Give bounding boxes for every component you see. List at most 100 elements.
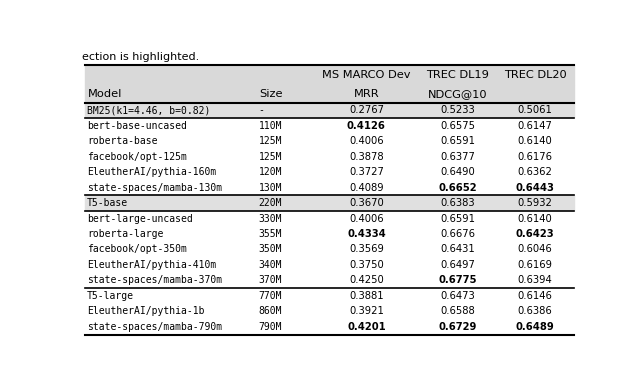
Text: 0.6497: 0.6497 [440,260,476,270]
Text: 0.6676: 0.6676 [440,229,476,239]
Text: 0.4126: 0.4126 [347,121,386,131]
Bar [85,195,573,211]
Text: bert-large-uncased: bert-large-uncased [87,214,193,224]
Bar [85,149,573,164]
Text: 0.6394: 0.6394 [518,275,552,285]
Bar [85,257,573,273]
Text: 0.6729: 0.6729 [438,322,477,332]
Text: 0.6140: 0.6140 [518,136,552,146]
Text: state-spaces/mamba-790m: state-spaces/mamba-790m [87,322,222,332]
Text: 0.4006: 0.4006 [349,214,384,224]
Text: 340M: 340M [259,260,282,270]
Text: NDCG@10: NDCG@10 [428,89,488,99]
Text: TREC DL19: TREC DL19 [426,70,489,80]
Text: roberta-base: roberta-base [87,136,157,146]
Text: ection is highlighted.: ection is highlighted. [83,52,200,62]
Text: Size: Size [259,89,282,99]
Bar [85,134,573,149]
Text: 0.6588: 0.6588 [440,306,475,316]
Text: TREC DL20: TREC DL20 [504,70,566,80]
Text: 0.3921: 0.3921 [349,306,384,316]
Text: roberta-large: roberta-large [87,229,163,239]
Text: facebook/opt-125m: facebook/opt-125m [87,152,187,162]
Text: 130M: 130M [259,183,282,193]
Bar [85,65,573,85]
Text: 0.3878: 0.3878 [349,152,384,162]
Text: 0.6490: 0.6490 [440,167,475,177]
Text: 125M: 125M [259,136,282,146]
Text: BM25(k1=4.46, b=0.82): BM25(k1=4.46, b=0.82) [87,105,211,115]
Text: 355M: 355M [259,229,282,239]
Text: 0.6147: 0.6147 [518,121,552,131]
Text: T5-base: T5-base [87,198,128,208]
Bar [85,211,573,226]
Bar [85,304,573,319]
Text: facebook/opt-350m: facebook/opt-350m [87,244,187,254]
Text: 350M: 350M [259,244,282,254]
Text: 860M: 860M [259,306,282,316]
Text: 0.6591: 0.6591 [440,214,476,224]
Text: 110M: 110M [259,121,282,131]
Text: EleutherAI/pythia-410m: EleutherAI/pythia-410m [87,260,216,270]
Bar [85,226,573,242]
Text: 0.3569: 0.3569 [349,244,384,254]
Text: 0.6386: 0.6386 [518,306,552,316]
Text: 770M: 770M [259,291,282,301]
Text: 0.3881: 0.3881 [349,291,384,301]
Text: Model: Model [88,89,122,99]
Bar [85,319,573,334]
Text: 0.6383: 0.6383 [440,198,475,208]
Bar [85,180,573,195]
Text: 0.6146: 0.6146 [518,291,552,301]
Text: state-spaces/mamba-370m: state-spaces/mamba-370m [87,275,222,285]
Text: -: - [259,105,264,115]
Bar [85,85,573,103]
Text: 0.2767: 0.2767 [349,105,384,115]
Text: T5-large: T5-large [87,291,134,301]
Text: 0.6377: 0.6377 [440,152,476,162]
Text: 790M: 790M [259,322,282,332]
Text: 0.6489: 0.6489 [516,322,554,332]
Text: 0.3750: 0.3750 [349,260,384,270]
Bar [85,118,573,134]
Bar [85,164,573,180]
Text: 0.5932: 0.5932 [518,198,552,208]
Text: 0.6140: 0.6140 [518,214,552,224]
Text: 0.4089: 0.4089 [349,183,384,193]
Text: 0.6591: 0.6591 [440,136,476,146]
Text: 0.6423: 0.6423 [516,229,554,239]
Text: bert-base-uncased: bert-base-uncased [87,121,187,131]
Text: 330M: 330M [259,214,282,224]
Text: MS MARCO Dev: MS MARCO Dev [322,70,411,80]
Text: 0.4250: 0.4250 [349,275,384,285]
Text: 0.6176: 0.6176 [518,152,552,162]
Text: 0.6362: 0.6362 [518,167,552,177]
Text: 0.6431: 0.6431 [440,244,475,254]
Text: 0.4201: 0.4201 [347,322,386,332]
Text: 0.4334: 0.4334 [347,229,386,239]
Text: MRR: MRR [353,89,379,99]
Text: 0.6575: 0.6575 [440,121,476,131]
Text: 0.4006: 0.4006 [349,136,384,146]
Text: EleutherAI/pythia-1b: EleutherAI/pythia-1b [87,306,204,316]
Text: 0.6443: 0.6443 [515,183,554,193]
Text: state-spaces/mamba-130m: state-spaces/mamba-130m [87,183,222,193]
Bar [85,103,573,118]
Text: 370M: 370M [259,275,282,285]
Bar [85,288,573,304]
Bar [85,242,573,257]
Text: 0.3670: 0.3670 [349,198,384,208]
Text: 125M: 125M [259,152,282,162]
Text: 0.5061: 0.5061 [518,105,552,115]
Bar [85,273,573,288]
Text: 220M: 220M [259,198,282,208]
Text: 0.6652: 0.6652 [438,183,477,193]
Text: 0.5233: 0.5233 [440,105,475,115]
Text: 0.6046: 0.6046 [518,244,552,254]
Text: EleutherAI/pythia-160m: EleutherAI/pythia-160m [87,167,216,177]
Text: 0.6473: 0.6473 [440,291,475,301]
Text: 0.6169: 0.6169 [518,260,552,270]
Text: 0.3727: 0.3727 [349,167,384,177]
Text: 120M: 120M [259,167,282,177]
Text: 0.6775: 0.6775 [438,275,477,285]
